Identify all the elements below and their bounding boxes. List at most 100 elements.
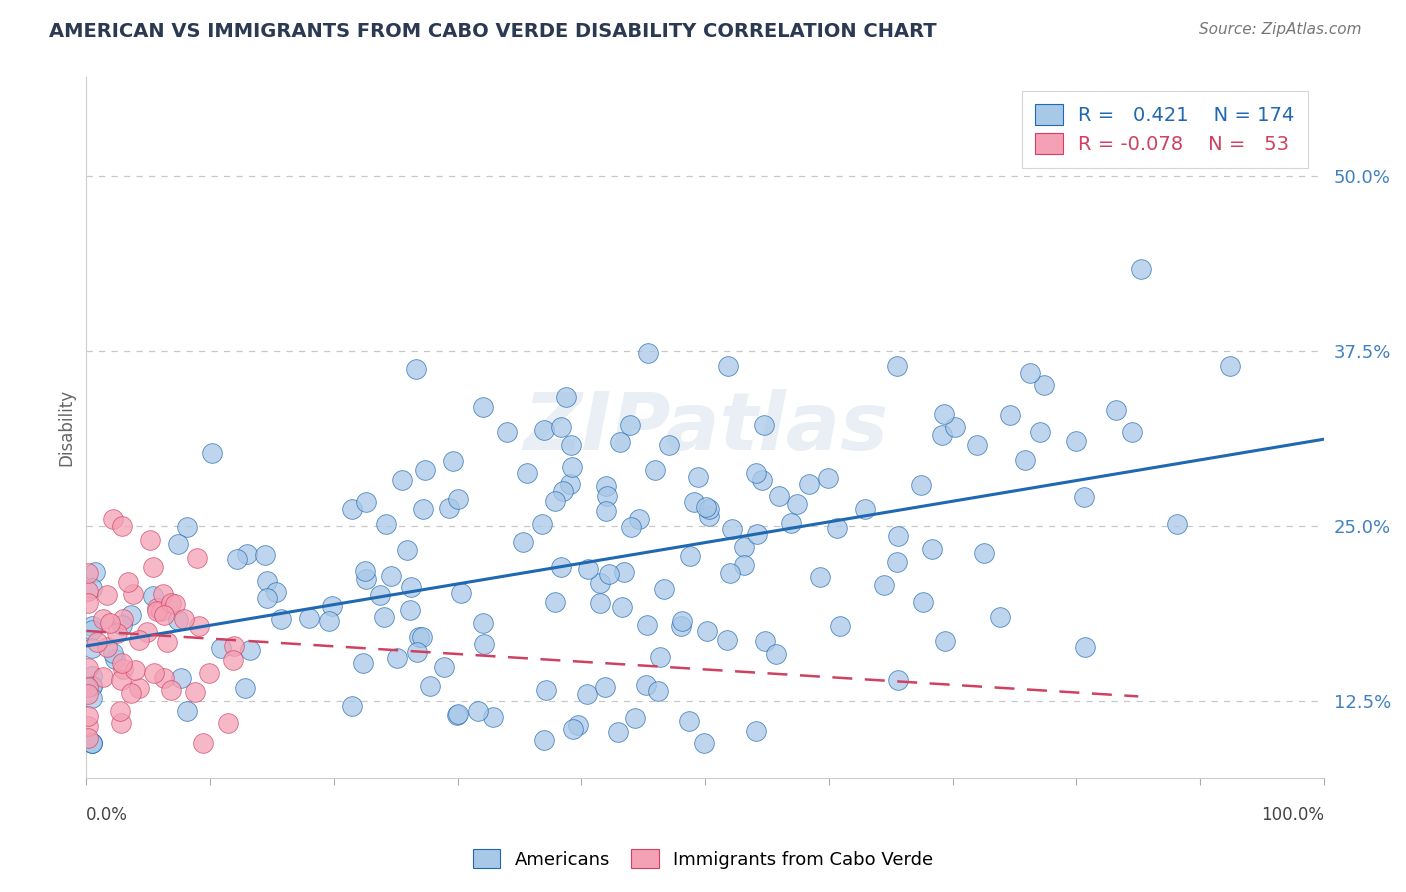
Point <box>544 595 567 609</box>
Point <box>96 588 118 602</box>
Point <box>1074 640 1097 655</box>
Point <box>96 640 118 654</box>
Point <box>721 522 744 536</box>
Point <box>887 673 910 688</box>
Point <box>91 612 114 626</box>
Point <box>496 425 519 439</box>
Point <box>110 656 132 670</box>
Point <box>176 704 198 718</box>
Point <box>108 704 131 718</box>
Point <box>222 653 245 667</box>
Point <box>825 521 848 535</box>
Point <box>1014 453 1036 467</box>
Point <box>886 555 908 569</box>
Point <box>256 591 278 606</box>
Legend: R =   0.421    N = 174, R = -0.078    N =   53: R = 0.421 N = 174, R = -0.078 N = 53 <box>1022 91 1308 168</box>
Point <box>998 408 1021 422</box>
Point <box>797 477 820 491</box>
Point <box>533 423 555 437</box>
Point <box>561 460 583 475</box>
Point <box>669 618 692 632</box>
Point <box>111 662 134 676</box>
Point <box>560 438 582 452</box>
Point <box>446 707 468 722</box>
Point <box>808 570 831 584</box>
Point <box>373 610 395 624</box>
Point <box>156 635 179 649</box>
Point <box>966 438 988 452</box>
Point <box>765 647 787 661</box>
Point <box>405 362 427 376</box>
Point <box>239 643 262 657</box>
Point <box>634 678 657 692</box>
Point <box>534 683 557 698</box>
Point <box>828 618 851 632</box>
Point <box>77 731 100 746</box>
Point <box>623 711 645 725</box>
Point <box>253 548 276 562</box>
Point <box>149 604 172 618</box>
Point <box>446 707 468 722</box>
Point <box>931 428 953 442</box>
Point <box>562 722 585 736</box>
Point <box>368 587 391 601</box>
Point <box>340 501 363 516</box>
Point <box>1166 516 1188 531</box>
Point <box>695 500 717 515</box>
Point <box>82 679 104 693</box>
Point <box>636 617 658 632</box>
Point <box>1019 366 1042 380</box>
Point <box>136 624 159 639</box>
Point <box>139 533 162 547</box>
Point <box>217 715 239 730</box>
Point <box>441 454 464 468</box>
Point <box>688 470 710 484</box>
Point <box>101 512 124 526</box>
Point <box>921 542 943 557</box>
Text: ZIPatlas: ZIPatlas <box>523 389 887 467</box>
Point <box>122 587 145 601</box>
Point <box>76 596 98 610</box>
Point <box>110 673 132 687</box>
Text: AMERICAN VS IMMIGRANTS FROM CABO VERDE DISABILITY CORRELATION CHART: AMERICAN VS IMMIGRANTS FROM CABO VERDE D… <box>49 22 936 41</box>
Point <box>354 495 377 509</box>
Point <box>86 635 108 649</box>
Point <box>472 400 495 414</box>
Point <box>91 670 114 684</box>
Legend: Americans, Immigrants from Cabo Verde: Americans, Immigrants from Cabo Verde <box>465 842 941 876</box>
Point <box>658 438 681 452</box>
Point <box>550 420 572 434</box>
Point <box>76 566 98 580</box>
Point <box>817 471 839 485</box>
Point <box>225 551 247 566</box>
Point <box>82 736 104 750</box>
Point <box>754 634 776 648</box>
Point <box>627 512 650 526</box>
Point <box>411 630 433 644</box>
Point <box>433 660 456 674</box>
Text: Source: ZipAtlas.com: Source: ZipAtlas.com <box>1198 22 1361 37</box>
Point <box>419 680 441 694</box>
Point <box>873 578 896 592</box>
Point <box>82 618 104 632</box>
Point <box>619 418 641 433</box>
Point <box>973 546 995 560</box>
Point <box>233 681 256 696</box>
Point <box>1029 425 1052 439</box>
Point <box>637 345 659 359</box>
Point <box>236 547 259 561</box>
Point <box>117 574 139 589</box>
Point <box>76 687 98 701</box>
Point <box>910 477 932 491</box>
Point <box>593 680 616 694</box>
Point <box>652 582 675 596</box>
Point <box>82 581 104 595</box>
Point <box>786 497 808 511</box>
Point <box>745 724 768 739</box>
Point <box>589 596 612 610</box>
Point <box>256 574 278 588</box>
Point <box>82 669 104 683</box>
Point <box>270 612 292 626</box>
Point <box>644 463 666 477</box>
Point <box>408 631 430 645</box>
